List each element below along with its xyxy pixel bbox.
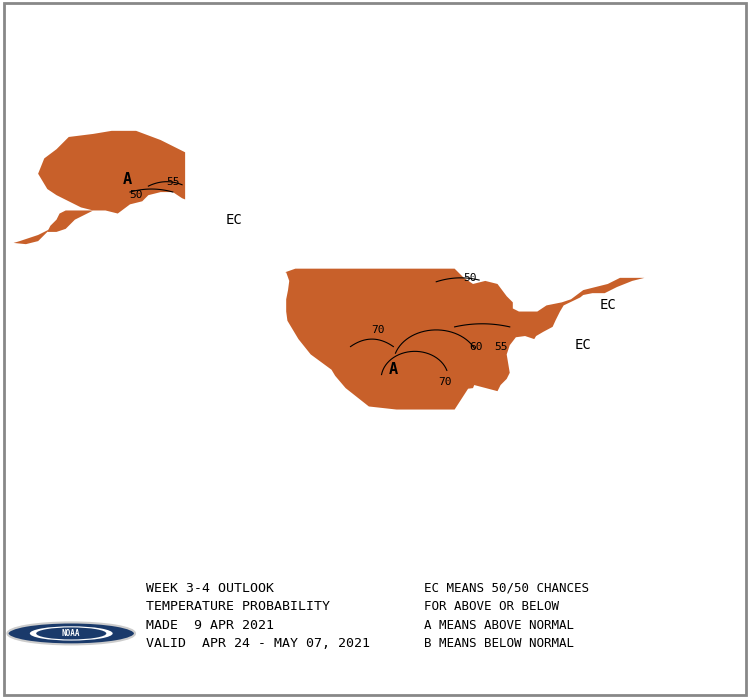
Text: 70: 70 (371, 325, 385, 335)
Text: EC MEANS 50/50 CHANCES
FOR ABOVE OR BELOW
A MEANS ABOVE NORMAL
B MEANS BELOW NOR: EC MEANS 50/50 CHANCES FOR ABOVE OR BELO… (424, 582, 589, 651)
PathPatch shape (13, 229, 50, 244)
Circle shape (8, 623, 135, 644)
Text: 60: 60 (470, 342, 483, 352)
Text: 70: 70 (439, 377, 452, 387)
Text: EC: EC (574, 339, 592, 352)
Text: 50: 50 (129, 190, 142, 200)
PathPatch shape (47, 211, 93, 232)
Text: NOAA: NOAA (62, 629, 80, 638)
Circle shape (30, 626, 112, 641)
Text: WEEK 3-4 OUTLOOK
TEMPERATURE PROBABILITY
MADE  9 APR 2021
VALID  APR 24 - MAY 07: WEEK 3-4 OUTLOOK TEMPERATURE PROBABILITY… (146, 582, 370, 651)
Text: A: A (388, 362, 398, 377)
Text: 50: 50 (464, 273, 477, 283)
PathPatch shape (38, 131, 185, 214)
Circle shape (36, 628, 106, 639)
Text: EC: EC (226, 213, 242, 227)
Text: 55: 55 (494, 342, 507, 352)
PathPatch shape (285, 269, 644, 410)
Text: EC: EC (599, 299, 616, 313)
Text: 55: 55 (166, 177, 180, 186)
Text: A: A (122, 172, 131, 187)
